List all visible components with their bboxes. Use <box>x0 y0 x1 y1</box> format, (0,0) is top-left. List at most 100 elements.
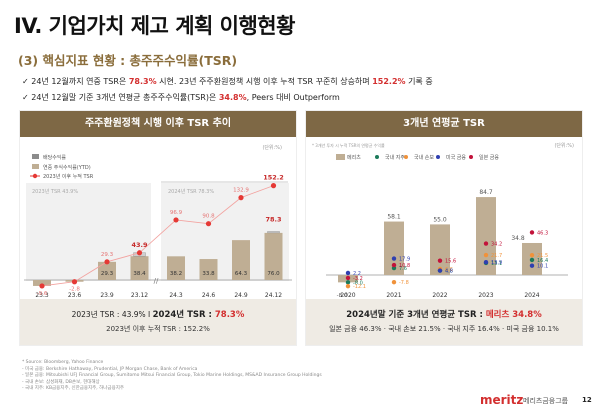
x-tick-label: 23.3 <box>35 292 49 299</box>
bar-label: 29.3 <box>101 271 114 277</box>
period-bg-2023 <box>26 183 151 281</box>
bar-label: 58.1 <box>387 214 401 221</box>
bullet-2: ✓ 24년 12월말 기준 3개년 연평균 총주주수익률(TSR)은 34.8%… <box>22 92 340 103</box>
peer-label: 46.3 <box>537 230 548 236</box>
peer-point <box>345 280 351 285</box>
cumulative-label: 43.9 <box>131 241 148 249</box>
peer-label: 34.2 <box>491 242 502 248</box>
bar-label: 84.7 <box>479 189 493 196</box>
peer-point <box>391 256 397 261</box>
summary-2024-value: 78.3% <box>214 310 245 320</box>
cumulative-label: -9.6 <box>37 291 48 297</box>
bar-ytd <box>33 280 51 286</box>
x-tick-label: 23.12 <box>131 292 148 299</box>
summary-meritz: 메리츠 34.8% <box>485 310 542 320</box>
x-tick-label: 2024 <box>524 292 539 299</box>
three-year-tsr-chart: * 3개년 투자 시 누적 TSR의 연평균 수익률 (단위:%) 메리츠 국내 지주… <box>312 142 574 299</box>
panel-summary: 2024년말 기준 3개년 연평균 TSR : 메리츠 34.8% 일본 금융 … <box>306 299 582 345</box>
cumulative-point <box>238 195 244 201</box>
panel-title: 주주환원정책 시행 이후 TSR 추이 <box>20 111 296 137</box>
bar-label: 38.2 <box>170 271 182 277</box>
bullet-text: 기록 중 <box>405 77 433 86</box>
peer-point <box>529 230 535 235</box>
peer-label: -3.2 <box>353 276 363 282</box>
bar-ytd <box>130 256 149 280</box>
unit-label: (단위:%) <box>262 144 282 151</box>
peer-point <box>345 275 351 281</box>
peer-label: 17.9 <box>399 257 410 263</box>
peer-point <box>345 283 351 289</box>
cumulative-label: 132.9 <box>233 188 249 194</box>
peer-point <box>391 279 397 285</box>
peer-point <box>437 258 443 263</box>
cumulative-label: 90.8 <box>202 214 215 220</box>
peer-point <box>345 270 351 276</box>
legend-label: 국내 지주 <box>385 154 405 161</box>
bar-ytd <box>167 256 185 280</box>
bar-label: 55.0 <box>433 216 447 223</box>
legend-label: 연중 주식수익률(YTD) <box>43 164 91 171</box>
bullet-text: 시현. 23년 주주환원정책 시행 이후 누적 TSR 꾸준히 상승하며 <box>156 77 373 86</box>
footnote: - 일본 금융: Mitsubishi UFJ Financial Group,… <box>22 373 322 378</box>
axis-break: // <box>154 277 159 285</box>
cumulative-point <box>173 217 179 223</box>
legend-label: 국내 손보 <box>414 154 434 161</box>
bullet-text: , Peers 대비 Outperform <box>246 93 340 102</box>
x-tick-label: 2020 <box>340 292 355 299</box>
peer-label: 21.5 <box>537 253 548 259</box>
peer-point <box>437 268 443 273</box>
peer-label: 16.4 <box>537 258 548 264</box>
x-tick-label: 24.9 <box>234 292 248 299</box>
bar-label: -8.0 <box>337 293 348 299</box>
x-tick-label: 24.12 <box>265 292 282 299</box>
peer-label: 10.8 <box>399 263 410 269</box>
peer-point <box>483 241 489 246</box>
summary-2023: 2023년 TSR : 43.9% I <box>71 310 153 319</box>
bar-ytd <box>98 261 116 280</box>
summary-2024-label: 2024년 TSR : <box>152 310 215 320</box>
peer-point <box>529 257 535 263</box>
highlight: 78.3% <box>128 77 157 86</box>
footnote: * Source: Bloomberg, Yahoo Finance <box>22 360 104 365</box>
legend-dot <box>375 155 379 159</box>
x-tick-label: 24.3 <box>169 292 183 299</box>
legend-swatch-dividend <box>32 154 39 159</box>
peer-label: 21.7 <box>491 253 502 259</box>
legend-dot <box>469 155 473 159</box>
section-subtitle: (3) 핵심지표 현황 : 총주주수익률(TSR) <box>18 53 238 68</box>
bar-label: 34.8 <box>511 235 525 242</box>
footnote: - 국내 손보: 삼성화재, DB손보, 현대해상 <box>22 379 100 385</box>
peer-label: -8.0 <box>353 280 363 286</box>
bar-label: 76.0 <box>267 271 280 277</box>
bullet-text: ✓ 24년 12월까지 연중 TSR은 <box>22 77 129 86</box>
peer-label: -7.8 <box>399 280 409 286</box>
panel-summary: 2023년 TSR : 43.9% I 2024년 TSR : 78.3% 20… <box>20 299 296 345</box>
period-label: 2023년 TSR 43.9% <box>32 188 78 195</box>
peer-label: 15.6 <box>445 259 456 265</box>
bar-ytd <box>232 240 250 280</box>
footnote: - 국내 지주: KB금융지주, 신한금융지주, 하나금융지주 <box>22 386 124 391</box>
peer-point <box>483 252 489 258</box>
legend-swatch <box>336 154 345 160</box>
legend-swatch-ytd <box>32 164 39 169</box>
x-tick-label: 23.9 <box>100 292 114 299</box>
bullet-text: ✓ 24년 12월말 기준 3개년 연평균 총주주수익률(TSR)은 <box>22 93 219 102</box>
peer-label: 4.8 <box>445 269 453 275</box>
period-label: 2024년 TSR 78.3% <box>168 188 214 195</box>
x-tick-label: 2021 <box>386 292 401 299</box>
x-tick-label: 2022 <box>432 292 447 299</box>
highlight: 152.2% <box>372 77 406 86</box>
peer-label: 4.8 <box>445 269 453 275</box>
legend-label: 메리츠 <box>347 154 361 161</box>
legend-dot-cumulative <box>32 173 38 179</box>
bar-dividend <box>267 231 280 234</box>
cumulative-label: -2.8 <box>69 287 80 293</box>
cumulative-point <box>205 221 212 227</box>
peer-point <box>483 260 489 265</box>
bar-label: 33.8 <box>202 271 215 277</box>
brand-logo: meritz <box>480 393 524 407</box>
cumulative-label: 152.2 <box>263 174 284 182</box>
cumulative-point <box>136 250 143 256</box>
bar-label: 64.3 <box>235 271 248 277</box>
panel-title: 3개년 연평균 TSR <box>306 111 582 137</box>
